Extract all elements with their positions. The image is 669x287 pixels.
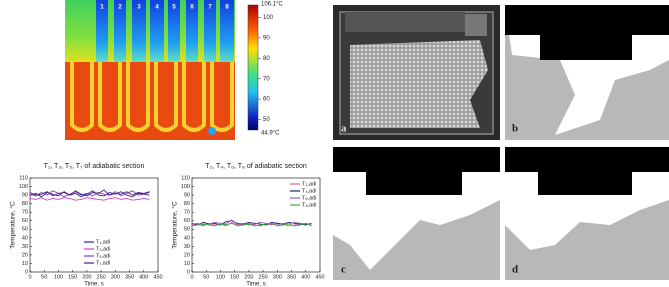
tube-label: 8 (225, 5, 229, 11)
x-tick-label: 400 (301, 274, 310, 280)
panel-label: d (512, 264, 518, 276)
y-axis-label: Temperature, °C (171, 201, 179, 249)
panel-label: a (341, 123, 347, 135)
line-series (29, 189, 150, 197)
y-tick-label: 0 (187, 269, 190, 275)
x-tick-label: 300 (273, 274, 282, 280)
x-tick-label: 400 (139, 274, 148, 280)
legend-label: T₁,adi (96, 239, 110, 245)
y-tick-label: 80 (184, 201, 190, 207)
x-axis-label: Time, s (246, 282, 265, 287)
chart-title: T₂, T₄, T₆, T₈ of adiabatic section (205, 163, 307, 170)
colorbar-min: 44.9°C (261, 131, 280, 137)
y-tick-label: 60 (184, 218, 190, 224)
colorbar-tick-label: 100 (263, 15, 274, 21)
x-tick-label: 100 (216, 274, 225, 280)
tube-label: 6 (190, 5, 194, 11)
thermal-image (65, 0, 259, 140)
x-tick-label: 0 (28, 274, 31, 280)
y-tick-label: 10 (184, 261, 190, 267)
y-tick-label: 0 (25, 269, 28, 275)
colorbar-tick-label: 60 (263, 97, 270, 103)
colorbar-tick-label: 70 (263, 76, 270, 82)
y-tick-label: 50 (184, 227, 190, 233)
legend-label: T₄,adi (302, 188, 316, 194)
tube-label: 1 (100, 5, 104, 11)
y-tick-label: 80 (22, 201, 28, 207)
tube-label: 3 (137, 5, 141, 11)
tube-label: 2 (118, 5, 122, 11)
y-tick-label: 40 (184, 235, 190, 241)
y-tick-label: 20 (184, 252, 190, 258)
colorbar-max: 106.1°C (261, 2, 283, 8)
x-tick-label: 250 (259, 274, 268, 280)
legend-label: T₃,adi (96, 246, 110, 252)
y-tick-label: 70 (184, 210, 190, 216)
y-tick-label: 110 (19, 175, 28, 181)
panel-label: b (512, 123, 518, 135)
legend-label: T₂,adi (302, 181, 316, 187)
x-tick-label: 200 (244, 274, 253, 280)
y-tick-label: 110 (181, 175, 190, 181)
x-tick-label: 100 (54, 274, 63, 280)
line-series (29, 197, 150, 201)
y-tick-label: 70 (22, 210, 28, 216)
y-tick-label: 100 (19, 184, 28, 190)
x-tick-label: 150 (230, 274, 239, 280)
x-tick-label: 50 (203, 274, 209, 280)
plot-frame (29, 177, 159, 273)
x-tick-label: 50 (41, 274, 47, 280)
line-series (191, 222, 312, 227)
y-tick-label: 20 (22, 252, 28, 258)
photo: a (333, 5, 500, 140)
x-axis-label: Time, s (84, 282, 103, 287)
legend-label: T₆,adi (302, 195, 316, 201)
panel-label: c (341, 264, 346, 276)
legend-label: T₅,adi (96, 253, 110, 259)
binary-image: c (333, 147, 500, 280)
x-tick-label: 250 (97, 274, 106, 280)
legend-label: T₇,adi (96, 260, 110, 266)
tube-label: 4 (155, 5, 159, 11)
y-tick-label: 100 (181, 184, 190, 190)
x-tick-label: 350 (287, 274, 296, 280)
y-tick-label: 30 (22, 244, 28, 250)
legend-label: T₈,adi (302, 202, 317, 208)
x-tick-label: 300 (111, 274, 120, 280)
y-tick-label: 40 (22, 235, 28, 241)
x-tick-label: 350 (125, 274, 134, 280)
y-tick-label: 90 (22, 193, 28, 199)
colorbar-tick-label: 50 (263, 117, 270, 123)
y-axis-label: Temperature, °C (9, 201, 17, 249)
binary-image: d (505, 147, 669, 280)
x-tick-label: 450 (315, 274, 324, 280)
y-tick-label: 10 (22, 261, 28, 267)
x-tick-label: 450 (153, 274, 162, 280)
tube-label: 7 (208, 5, 212, 11)
colorbar-tick-label: 90 (263, 35, 270, 41)
binary-image: b (505, 5, 669, 140)
tube-label: 5 (172, 5, 176, 11)
x-tick-label: 150 (68, 274, 77, 280)
colorbar-tick-label: 80 (263, 56, 270, 62)
x-tick-label: 0 (190, 274, 193, 280)
x-tick-label: 200 (82, 274, 91, 280)
y-tick-label: 60 (22, 218, 28, 224)
y-tick-label: 90 (184, 193, 190, 199)
y-tick-label: 50 (22, 227, 28, 233)
y-tick-label: 30 (184, 244, 190, 250)
chart-title: T₁, T₃, T₅, T₇ of adiabatic section (44, 163, 145, 170)
